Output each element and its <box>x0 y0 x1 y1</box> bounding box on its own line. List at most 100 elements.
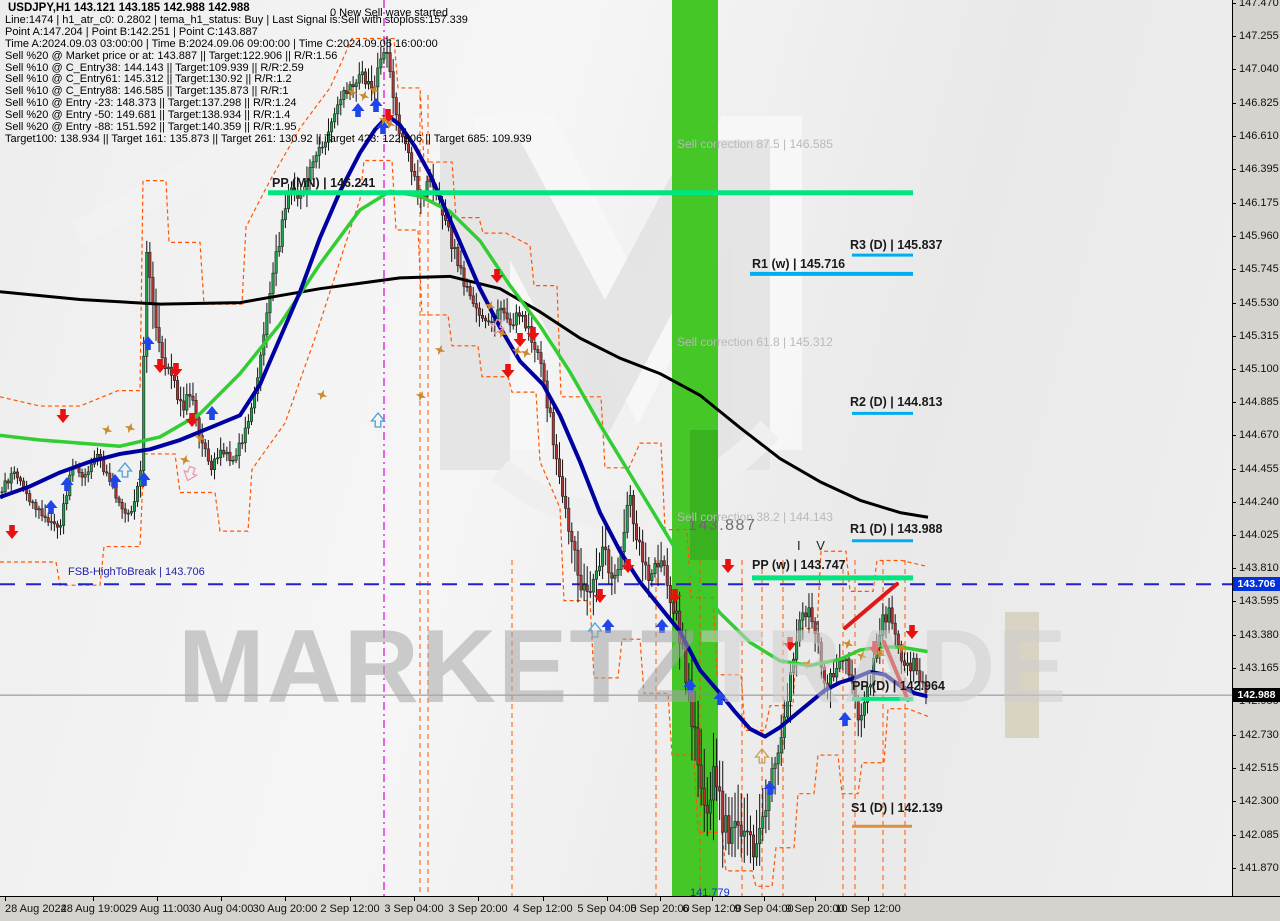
star-marker-icon <box>434 344 446 356</box>
price-tick: 142.730 <box>1239 729 1279 741</box>
trend-segment <box>843 582 899 630</box>
star-marker-icon <box>124 422 136 434</box>
price-tick: 142.085 <box>1239 829 1279 841</box>
sell-arrow-icon <box>381 109 395 123</box>
price-tick: 143.595 <box>1239 595 1279 607</box>
buy-arrow-icon <box>44 500 58 514</box>
star-marker-icon <box>874 648 886 660</box>
sell-arrow-icon <box>868 641 882 655</box>
time-tick: 30 Aug 04:00 <box>188 903 254 915</box>
price-tick: 145.530 <box>1239 297 1279 309</box>
sell-arrow-icon <box>783 637 797 651</box>
star-marker-icon <box>179 454 191 466</box>
sell-arrow-icon <box>153 359 167 373</box>
star-marker-icon <box>896 642 908 654</box>
hollow-down-arrow-icon <box>490 318 505 335</box>
buy-arrow-icon <box>351 103 365 117</box>
star-marker-icon <box>520 347 532 359</box>
price-tick: 144.670 <box>1239 429 1279 441</box>
hollow-up-arrow-icon <box>370 411 386 428</box>
clipped-low-label: 141.779 <box>690 887 730 896</box>
price-tick: 143.165 <box>1239 662 1279 674</box>
sell-arrow-icon <box>513 333 527 347</box>
buy-arrow-icon <box>369 98 383 112</box>
price-tick: 145.315 <box>1239 330 1279 342</box>
star-marker-icon <box>484 300 496 312</box>
buy-arrow-icon <box>601 619 615 633</box>
time-tick: 6 Sep 12:00 <box>682 903 742 915</box>
sell-arrow-icon <box>593 589 607 603</box>
time-tick: 29 Aug 11:00 <box>124 903 190 915</box>
star-marker-icon <box>358 90 370 102</box>
price-tick: 142.515 <box>1239 762 1279 774</box>
star-marker-icon <box>194 432 206 444</box>
time-tick: 9 Sep 20:00 <box>785 903 845 915</box>
star-marker-icon <box>842 638 854 650</box>
sell-arrow-icon <box>668 589 682 603</box>
time-tick: 3 Sep 20:00 <box>448 903 508 915</box>
time-tick: 10 Sep 12:00 <box>835 903 901 915</box>
time-tick: 5 Sep 20:00 <box>630 903 690 915</box>
star-marker-icon <box>378 114 390 126</box>
time-tick: 30 Aug 20:00 <box>252 903 318 915</box>
buy-arrow-icon <box>108 474 122 488</box>
hollow-up-arrow-icon <box>754 747 770 764</box>
price-tick: 145.745 <box>1239 263 1279 275</box>
buy-arrow-icon <box>205 406 219 420</box>
trend-segment <box>882 640 910 702</box>
star-marker-icon <box>856 650 868 662</box>
price-tick: 142.300 <box>1239 795 1279 807</box>
star-marker-icon <box>802 658 814 670</box>
hollow-up-arrow-icon <box>587 621 603 638</box>
price-tick: 144.455 <box>1239 463 1279 475</box>
sell-arrow-icon <box>56 409 70 423</box>
price-tick: 144.025 <box>1239 529 1279 541</box>
buy-arrow-icon <box>141 336 155 350</box>
hollow-down-arrow-icon <box>183 465 198 482</box>
watermark-bar <box>1005 612 1039 738</box>
price-tick: 147.255 <box>1239 30 1279 42</box>
sell-arrow-icon <box>621 559 635 573</box>
price-tick: 145.100 <box>1239 363 1279 375</box>
star-marker-icon <box>384 118 396 130</box>
chart-canvas[interactable]: 141.779 MARKETZTRADE USDJPY,H1 143.121 1… <box>0 0 1232 896</box>
hollow-up-arrow-icon <box>117 461 133 478</box>
chart-plot-svg: 141.779 <box>0 0 1232 896</box>
price-tick: 146.825 <box>1239 97 1279 109</box>
sell-arrow-icon <box>5 525 19 539</box>
ma-fast-blue <box>0 113 929 739</box>
sell-arrow-icon <box>490 269 504 283</box>
star-marker-icon <box>368 84 380 96</box>
price-tick: 144.240 <box>1239 496 1279 508</box>
time-tick: 28 Aug 2024 <box>5 903 67 915</box>
buy-arrow-icon <box>838 712 852 726</box>
price-tick: 147.470 <box>1239 0 1279 9</box>
star-marker-icon <box>496 327 508 339</box>
price-badge: 142.988 <box>1233 688 1280 702</box>
time-tick: 9 Sep 04:00 <box>734 903 794 915</box>
price-tick: 145.960 <box>1239 230 1279 242</box>
star-marker-icon <box>101 424 113 436</box>
price-tick: 146.395 <box>1239 163 1279 175</box>
star-marker-icon <box>415 390 427 402</box>
sell-arrow-icon <box>501 364 515 378</box>
sell-arrow-icon <box>169 363 183 377</box>
ma-slow-black <box>0 274 929 519</box>
envelope-lower <box>0 159 929 887</box>
star-marker-icon <box>511 345 523 357</box>
envelope-upper <box>0 37 929 731</box>
sell-arrow-icon <box>721 559 735 573</box>
time-axis[interactable]: 28 Aug 2024 28 Aug 19:00 29 Aug 11:00 30 Au… <box>0 896 1280 921</box>
price-tick: 143.380 <box>1239 629 1279 641</box>
price-tick: 143.810 <box>1239 562 1279 574</box>
price-axis[interactable]: 147.470 147.255 147.040 146.825 146.610 146.3… <box>1232 0 1280 896</box>
time-tick: 4 Sep 12:00 <box>513 903 573 915</box>
price-tick: 146.610 <box>1239 130 1279 142</box>
star-marker-icon <box>316 389 328 401</box>
buy-arrow-icon <box>683 679 697 693</box>
price-badge: 143.706 <box>1233 577 1280 591</box>
buy-arrow-icon <box>713 691 727 705</box>
buy-arrow-icon <box>137 472 151 486</box>
buy-arrow-icon <box>763 781 777 795</box>
